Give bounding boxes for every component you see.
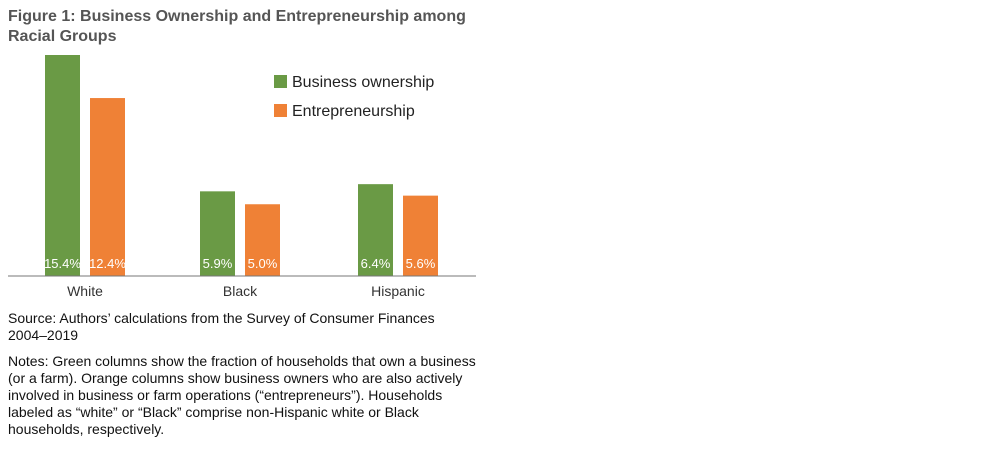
legend: Business ownership Entrepreneurship bbox=[274, 74, 434, 120]
notes-text: Notes: Green columns show the fraction o… bbox=[8, 353, 476, 437]
bar-black-business-ownership bbox=[200, 191, 235, 276]
legend-swatch-entrepreneurship bbox=[274, 104, 287, 117]
data-label-white-entrepreneurship: 12.4% bbox=[89, 256, 126, 271]
bar-black-entrepreneurship bbox=[245, 204, 280, 276]
bar-chart: 15.4% 12.4% 5.9% 5.0% 6.4% 5.6% White Black His… bbox=[8, 55, 476, 299]
bar-white-business-ownership bbox=[45, 55, 80, 276]
bar-hispanic-entrepreneurship bbox=[403, 195, 438, 276]
x-tick-label-black: Black bbox=[223, 283, 258, 299]
source-note: Source: Authors’ calculations from the S… bbox=[8, 310, 435, 343]
bar-hispanic-business-ownership bbox=[358, 184, 393, 276]
x-tick-label-white: White bbox=[67, 283, 103, 299]
x-tick-label-hispanic: Hispanic bbox=[371, 283, 425, 299]
ticks-layer: White Black Hispanic bbox=[67, 283, 425, 299]
data-label-hispanic-business-ownership: 6.4% bbox=[361, 256, 391, 271]
data-label-black-entrepreneurship: 5.0% bbox=[248, 256, 278, 271]
legend-label-business-ownership: Business ownership bbox=[292, 74, 434, 91]
data-label-hispanic-entrepreneurship: 5.6% bbox=[406, 256, 436, 271]
data-label-black-business-ownership: 5.9% bbox=[203, 256, 233, 271]
legend-label-entrepreneurship: Entrepreneurship bbox=[292, 103, 415, 120]
bars-layer: 15.4% 12.4% 5.9% 5.0% 6.4% 5.6% bbox=[44, 55, 438, 277]
legend-swatch-business-ownership bbox=[274, 75, 287, 88]
data-label-white-business-ownership: 15.4% bbox=[44, 256, 81, 271]
bar-white-entrepreneurship bbox=[90, 98, 125, 277]
chart-title: Figure 1: Business Ownership and Entrepr… bbox=[8, 8, 466, 45]
